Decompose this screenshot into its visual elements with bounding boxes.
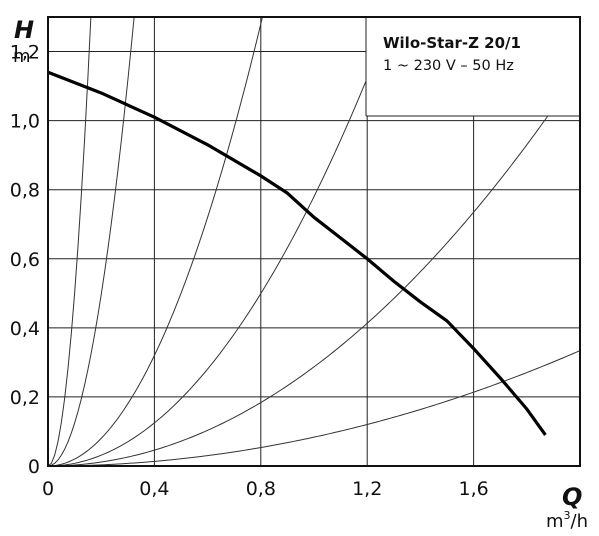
system-curve (48, 17, 401, 466)
x-axis-unit-tail: /h (571, 511, 588, 532)
y-tick-label: 1,0 (10, 111, 40, 133)
system-curve (48, 17, 139, 466)
y-axis-symbol: H (14, 16, 34, 44)
y-tick-label: 0,8 (10, 180, 40, 202)
x-tick-label: 0,8 (246, 478, 276, 500)
system-curve (48, 17, 96, 466)
title-box: Wilo-Star-Z 20/1 1 ~ 230 V – 50 Hz (365, 17, 580, 117)
pump-curves (47, 70, 547, 436)
y-tick-label: 0,2 (10, 387, 40, 409)
chart-subtitle: 1 ~ 230 V – 50 Hz (383, 58, 514, 74)
x-axis-unit-exponent: 3 (564, 509, 571, 522)
x-axis-unit-base: m (546, 511, 564, 532)
title-box-background (366, 17, 580, 116)
y-tick-label: 0,6 (10, 249, 40, 271)
system-curve (48, 350, 580, 466)
x-tick-label: 1,2 (352, 478, 382, 500)
plot-frame (47, 16, 581, 467)
x-tick-labels: 0 0,4 0,8 1,2 1,6 (42, 478, 489, 500)
system-curve (48, 69, 580, 466)
chart-title: Wilo-Star-Z 20/1 (383, 34, 521, 52)
y-tick-label: 1,2 (10, 42, 40, 64)
y-tick-labels: 0 0,2 0,4 0,6 0,8 1,0 1,2 (10, 42, 40, 478)
x-tick-label: 0 (42, 478, 54, 500)
y-tick-label: 0,4 (10, 318, 40, 340)
x-axis-symbol: Q (562, 483, 582, 511)
y-axis-unit: m (13, 46, 31, 67)
x-tick-label: 1,6 (458, 478, 488, 500)
pump-curve (47, 70, 547, 436)
y-tick-label: 0 (28, 456, 40, 478)
system-curve (48, 17, 268, 466)
x-tick-label: 0,4 (139, 478, 169, 500)
system-curves (48, 17, 580, 466)
x-axis-unit: m3/h (546, 509, 588, 532)
